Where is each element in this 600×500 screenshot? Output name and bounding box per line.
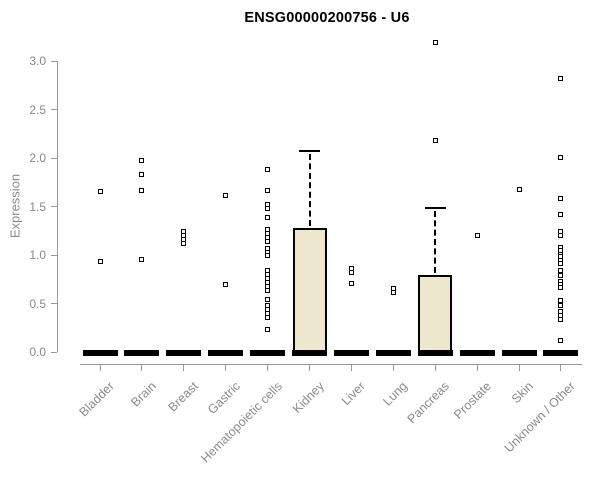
outlier-point <box>558 302 564 308</box>
y-tick-label: 1.5 <box>29 199 46 214</box>
outlier-point <box>558 272 564 278</box>
y-axis-tick <box>51 351 57 353</box>
x-axis-tick <box>99 365 101 371</box>
x-axis-tick <box>267 365 269 371</box>
x-axis-tick <box>183 365 185 371</box>
median-bar <box>208 349 244 356</box>
outlier-point <box>516 186 522 192</box>
outlier-point <box>432 40 438 46</box>
whisker-cap <box>299 150 320 153</box>
x-category-label: Breast <box>165 379 201 415</box>
x-category-label: Skin <box>508 379 536 407</box>
median-bar <box>82 349 118 356</box>
outlier-point <box>558 337 564 343</box>
outlier-point <box>265 297 271 303</box>
outlier-point <box>139 158 145 164</box>
outlier-point <box>139 187 145 193</box>
outlier-point <box>265 327 271 333</box>
x-category-label: Gastric <box>204 379 243 417</box>
median-bar <box>459 349 495 356</box>
iqr-box <box>418 275 453 355</box>
median-bar <box>250 349 286 356</box>
x-axis-tick <box>518 365 520 371</box>
y-axis-tick <box>51 303 57 304</box>
outlier-point <box>139 171 145 177</box>
x-category-label: Prostate <box>451 379 494 422</box>
x-axis-tick <box>141 365 143 371</box>
y-tick-label: 2.0 <box>29 151 46 165</box>
outlier-point <box>558 196 564 202</box>
x-axis-tick <box>476 365 478 371</box>
median-bar <box>292 349 327 356</box>
upper-whisker <box>434 211 437 274</box>
y-tick-label: 1.0 <box>29 248 46 262</box>
outlier-point <box>558 233 564 239</box>
x-category-label: Brain <box>128 379 159 410</box>
median-bar <box>166 349 202 356</box>
outlier-point <box>558 298 564 304</box>
y-tick-label: 0.5 <box>29 296 46 311</box>
x-category-label: Lung <box>380 379 411 409</box>
outlier-point <box>265 238 271 244</box>
outlier-point <box>558 316 564 322</box>
median-bar <box>124 349 160 356</box>
x-category-label: Liver <box>339 379 369 409</box>
y-tick-label: 2.5 <box>29 102 46 117</box>
outlier-point <box>265 314 271 320</box>
y-axis-tick <box>51 60 57 62</box>
outlier-point <box>558 261 564 267</box>
chart-title: ENSG00000200756 - U6 <box>244 10 410 26</box>
x-category-label: Kidney <box>289 379 327 416</box>
outlier-point <box>139 257 145 263</box>
x-axis-tick <box>309 365 310 371</box>
outlier-point <box>265 187 271 193</box>
x-axis-tick <box>350 365 352 371</box>
y-axis-tick <box>51 109 57 110</box>
outlier-point <box>265 167 271 173</box>
outlier-point <box>265 252 271 258</box>
outlier-point <box>348 280 354 286</box>
outlier-point <box>265 205 271 211</box>
median-bar <box>417 349 453 356</box>
outlier-point <box>474 233 480 239</box>
x-category-label: Pancreas <box>404 379 453 427</box>
outlier-point <box>558 285 564 291</box>
outlier-point <box>558 211 564 217</box>
outlier-point <box>432 138 438 144</box>
outlier-point <box>558 75 564 81</box>
outlier-point <box>181 240 187 246</box>
y-tick-label: 0.0 <box>29 345 46 359</box>
x-axis-tick <box>225 365 227 371</box>
median-bar <box>543 349 579 356</box>
outlier-point <box>390 290 396 296</box>
y-axis-tick <box>51 206 57 207</box>
outlier-point <box>265 283 271 289</box>
outlier-point <box>97 189 103 195</box>
outlier-point <box>223 193 229 199</box>
median-bar <box>501 349 537 356</box>
x-category-label: Hematopoietic cells <box>197 379 285 466</box>
x-axis-line <box>80 364 582 365</box>
x-axis-tick <box>392 365 394 371</box>
whisker-cap <box>424 207 446 210</box>
iqr-box <box>292 227 327 355</box>
outlier-point <box>558 154 564 160</box>
outlier-point <box>558 268 564 274</box>
x-axis-tick <box>434 365 436 371</box>
x-axis-tick <box>560 365 562 371</box>
y-axis-line <box>57 61 58 352</box>
outlier-point <box>265 214 271 220</box>
median-bar <box>333 349 369 356</box>
outlier-point <box>223 281 229 287</box>
median-bar <box>375 349 411 356</box>
outlier-point <box>348 269 354 275</box>
x-category-label: Bladder <box>76 379 117 420</box>
y-axis-tick <box>51 254 57 256</box>
outlier-point <box>265 288 271 294</box>
upper-whisker <box>308 154 311 226</box>
y-axis-tick <box>51 157 57 159</box>
y-tick-label: 3.0 <box>29 54 46 68</box>
outlier-point <box>97 259 103 265</box>
